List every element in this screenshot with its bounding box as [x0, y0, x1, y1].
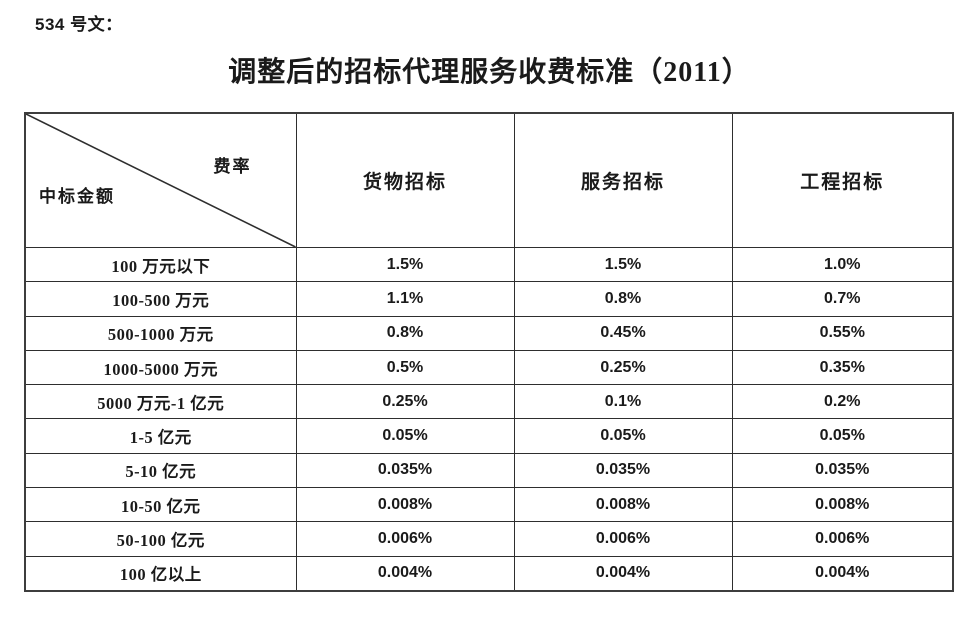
col-header-engineering: 工程招标	[731, 112, 954, 248]
fee-cell: 0.25%	[295, 384, 515, 420]
col-header-services: 服务招标	[513, 112, 733, 248]
fee-cell: 1.0%	[731, 246, 954, 283]
page-title: 调整后的招标代理服务收费标准（2011）	[228, 57, 751, 88]
table-row: 50-100 亿元 0.006% 0.006% 0.006%	[24, 521, 954, 557]
row-label: 500-1000 万元	[24, 315, 297, 351]
row-label: 100-500 万元	[24, 281, 297, 317]
fee-cell: 0.008%	[731, 487, 954, 523]
row-label: 10-50 亿元	[24, 487, 297, 523]
table-row: 10-50 亿元 0.008% 0.008% 0.008%	[24, 487, 954, 523]
fee-cell: 0.05%	[731, 418, 954, 454]
fee-cell: 0.006%	[295, 521, 515, 557]
fee-cell: 0.2%	[731, 384, 954, 420]
fee-cell: 0.45%	[513, 315, 733, 351]
fee-cell: 0.35%	[731, 349, 954, 386]
table-row: 100 亿以上 0.004% 0.004% 0.004%	[24, 555, 954, 592]
row-label: 50-100 亿元	[24, 521, 297, 557]
table-row: 100 万元以下 1.5% 1.5% 1.0%	[24, 246, 954, 283]
row-label: 1-5 亿元	[24, 418, 297, 454]
corner-label-amount: 中标金额	[39, 187, 115, 206]
header-row: 费率 中标金额 货物招标 服务招标 工程招标	[24, 112, 954, 248]
table-row: 1-5 亿元 0.05% 0.05% 0.05%	[24, 418, 954, 454]
fee-cell: 0.004%	[731, 555, 954, 592]
fee-cell: 0.5%	[295, 349, 515, 386]
fee-cell: 0.05%	[295, 418, 515, 454]
table-row: 500-1000 万元 0.8% 0.45% 0.55%	[24, 315, 954, 351]
table-row: 1000-5000 万元 0.5% 0.25% 0.35%	[24, 349, 954, 386]
fee-cell: 0.035%	[513, 452, 733, 489]
fee-cell: 0.1%	[513, 384, 733, 420]
fee-cell: 1.5%	[295, 246, 515, 283]
fee-cell: 1.1%	[295, 281, 515, 317]
fee-table: 费率 中标金额 货物招标 服务招标 工程招标 100 万元以下 1.5% 1.5…	[24, 112, 954, 592]
fee-cell: 1.5%	[513, 246, 733, 283]
fee-cell: 0.55%	[731, 315, 954, 351]
fee-cell: 0.004%	[295, 555, 515, 592]
fee-cell: 0.004%	[513, 555, 733, 592]
doc-number: 534 号文：	[35, 15, 123, 34]
fee-cell: 0.05%	[513, 418, 733, 454]
corner-label-rate: 费率	[213, 157, 252, 176]
fee-cell: 0.035%	[731, 452, 954, 489]
table-row: 100-500 万元 1.1% 0.8% 0.7%	[24, 281, 954, 317]
corner-cell: 费率 中标金额	[24, 112, 297, 248]
fee-cell: 0.008%	[513, 487, 733, 523]
diagonal-line-icon	[26, 114, 296, 247]
fee-cell: 0.8%	[295, 315, 515, 351]
fee-cell: 0.006%	[513, 521, 733, 557]
fee-cell: 0.006%	[731, 521, 954, 557]
col-header-goods: 货物招标	[295, 112, 515, 248]
row-label: 5-10 亿元	[24, 452, 297, 489]
table-row: 5-10 亿元 0.035% 0.035% 0.035%	[24, 452, 954, 489]
row-label: 5000 万元-1 亿元	[24, 384, 297, 420]
row-label: 100 万元以下	[24, 246, 297, 283]
row-label: 100 亿以上	[24, 555, 297, 592]
fee-cell: 0.008%	[295, 487, 515, 523]
fee-cell: 0.7%	[731, 281, 954, 317]
table-row: 5000 万元-1 亿元 0.25% 0.1% 0.2%	[24, 384, 954, 420]
fee-cell: 0.8%	[513, 281, 733, 317]
row-label: 1000-5000 万元	[24, 349, 297, 386]
fee-cell: 0.25%	[513, 349, 733, 386]
fee-cell: 0.035%	[295, 452, 515, 489]
